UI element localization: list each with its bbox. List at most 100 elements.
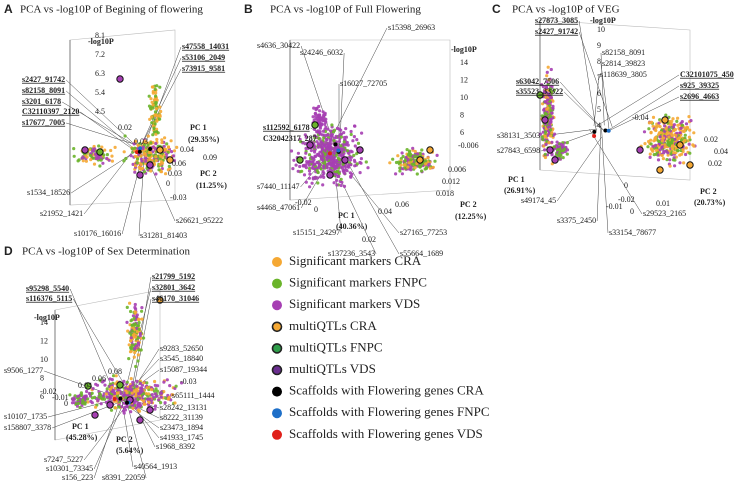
marker-dot xyxy=(319,143,323,147)
marker-dot xyxy=(406,165,410,169)
marker-dot xyxy=(318,109,322,113)
marker-dot xyxy=(565,141,569,145)
axis-tick-label: 0 xyxy=(314,205,318,214)
marker-dot xyxy=(431,165,435,169)
marker-label: C32110397_2120 xyxy=(22,107,79,116)
marker-dot xyxy=(426,156,430,160)
axis-tick-label: 0 xyxy=(624,181,628,190)
marker-dot xyxy=(157,398,161,402)
marker-dot xyxy=(158,114,162,118)
marker-dot xyxy=(148,397,152,401)
axis-label: PC 2 xyxy=(460,200,477,209)
marker-dot xyxy=(135,379,139,383)
marker-dot xyxy=(77,158,81,162)
marker-dot xyxy=(348,158,353,162)
marker-dot xyxy=(159,391,163,395)
marker-dot xyxy=(679,126,683,130)
z-tick-label: 7 xyxy=(597,73,601,82)
marker-dot xyxy=(654,152,658,156)
marker-dot xyxy=(103,383,107,387)
multiqtl-dot xyxy=(156,296,164,304)
gene-dot xyxy=(137,149,142,154)
gene-dot xyxy=(336,148,341,153)
marker-dot xyxy=(651,124,655,128)
marker-dot xyxy=(413,155,417,159)
marker-dot xyxy=(346,149,350,153)
z-tick-label: 6 xyxy=(40,392,44,401)
marker-dot xyxy=(136,353,140,357)
marker-dot xyxy=(130,147,134,151)
marker-dot xyxy=(123,408,127,412)
marker-dot xyxy=(138,386,143,390)
axis-tick-label: -0.02 xyxy=(40,387,57,396)
marker-dot xyxy=(321,170,325,174)
marker-dot xyxy=(292,158,296,162)
marker-dot xyxy=(348,171,352,175)
marker-dot xyxy=(86,400,90,404)
marker-dot xyxy=(165,142,169,146)
marker-dot xyxy=(137,327,141,332)
marker-dot xyxy=(168,384,172,388)
marker-dot xyxy=(149,107,153,111)
marker-label: s116376_5115 xyxy=(26,294,72,303)
marker-dot xyxy=(660,139,665,143)
axis-label: PC 1 xyxy=(338,211,355,220)
marker-label: s38131_3503 xyxy=(497,131,540,140)
axis-tick-label: -0.01 xyxy=(606,202,623,211)
marker-dot xyxy=(667,135,671,139)
marker-dot xyxy=(318,130,322,134)
marker-dot xyxy=(316,176,320,180)
axis-tick-label: 0.006 xyxy=(448,165,466,174)
multiqtl-dot xyxy=(156,146,164,154)
multiqtl-dot xyxy=(146,406,154,414)
marker-dot xyxy=(671,117,675,121)
marker-dot xyxy=(405,148,409,152)
marker-dot xyxy=(403,159,407,163)
marker-dot xyxy=(543,155,548,160)
gene-dot xyxy=(327,151,332,156)
marker-dot xyxy=(315,160,319,165)
legend-label: Significant markers FNPC xyxy=(289,275,427,290)
multiqtl-dot xyxy=(91,411,99,419)
marker-dot xyxy=(666,140,671,144)
marker-dot xyxy=(400,151,404,155)
marker-dot xyxy=(157,168,161,172)
marker-dot xyxy=(143,152,147,156)
marker-dot xyxy=(109,408,114,412)
marker-dot xyxy=(142,381,146,385)
marker-dot xyxy=(89,158,93,162)
marker-dot xyxy=(165,378,169,382)
legend-swatch xyxy=(271,343,283,354)
z-tick-label: 10 xyxy=(460,93,468,102)
marker-dot xyxy=(418,164,422,168)
marker-dot xyxy=(312,106,316,110)
marker-dot xyxy=(105,390,109,394)
marker-dot xyxy=(545,74,549,78)
marker-dot xyxy=(129,309,133,314)
marker-dot xyxy=(676,148,680,153)
axis-tick-label: 0.02 xyxy=(708,159,722,168)
axis-label: PC 1 xyxy=(508,175,525,184)
marker-dot xyxy=(133,302,137,307)
marker-dot xyxy=(334,134,338,138)
marker-dot xyxy=(137,165,141,169)
marker-dot xyxy=(174,384,178,388)
marker-dot xyxy=(406,158,410,162)
marker-dot xyxy=(669,152,673,156)
marker-dot xyxy=(132,355,136,359)
marker-label: s35523_33322 xyxy=(516,87,563,96)
marker-dot xyxy=(131,383,135,387)
marker-dot xyxy=(147,392,151,396)
marker-dot xyxy=(312,118,316,122)
marker-dot xyxy=(323,133,327,137)
marker-dot xyxy=(137,409,142,413)
marker-dot xyxy=(101,161,105,165)
marker-dot xyxy=(298,164,302,169)
marker-dot xyxy=(648,152,652,156)
marker-dot xyxy=(307,153,312,157)
marker-dot xyxy=(684,146,688,150)
marker-label: s27843_6598 xyxy=(497,146,540,155)
legend-swatch xyxy=(272,408,282,419)
marker-label: s29523_2165 xyxy=(643,209,686,218)
